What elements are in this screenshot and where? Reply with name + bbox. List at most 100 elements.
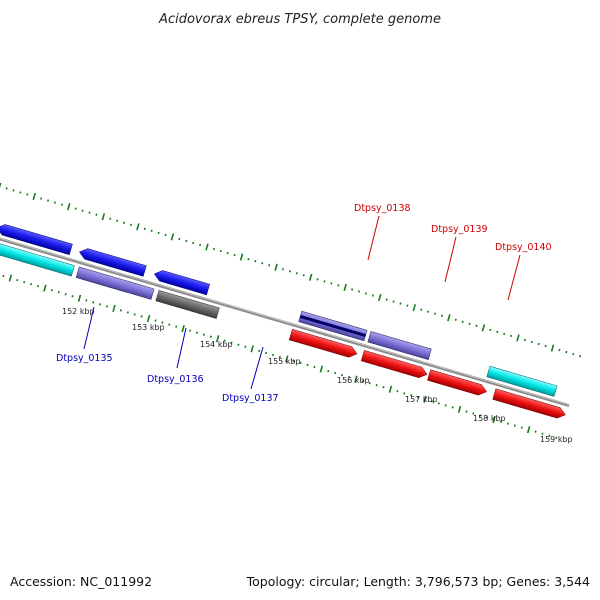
- outer-scale-tick: [316, 278, 319, 281]
- inner-scale-tick: [119, 309, 122, 312]
- leader-line-dtpsy-0136: [176, 327, 187, 369]
- inner-scale-tick: [520, 426, 523, 429]
- inner-scale-tick: [306, 363, 309, 367]
- inner-scale-tick: [140, 315, 143, 318]
- inner-scale-tick: [77, 294, 82, 302]
- outer-scale-tick: [461, 320, 464, 323]
- inner-scale-tick: [23, 280, 26, 284]
- outer-scale-tick: [192, 241, 195, 245]
- leader-line-dtpsy-0139: [444, 236, 457, 283]
- inner-scale-tick: [265, 351, 268, 355]
- outer-scale-tick: [440, 314, 443, 317]
- outer-scale-tick: [550, 344, 555, 352]
- feature-blue-2[interactable]: [0, 223, 73, 255]
- outer-scale-tick: [0, 182, 2, 190]
- outer-scale-tick: [116, 219, 119, 222]
- inner-scale-tick: [175, 325, 178, 328]
- feature-red-2[interactable]: [360, 350, 428, 379]
- scale-label-156: 156 kbp: [337, 376, 370, 385]
- inner-scale-tick: [146, 314, 151, 323]
- inner-scale-tick: [99, 303, 102, 306]
- feature-purple-1[interactable]: [75, 266, 155, 300]
- scale-label-158: 158 kbp: [473, 414, 506, 423]
- accession-text: Accession: NC_011992: [10, 574, 152, 589]
- gene-label-dtpsy-0136[interactable]: Dtpsy_0136: [147, 374, 204, 385]
- outer-scale-tick: [5, 187, 8, 190]
- map-title: Acidovorax ebreus TPSY, complete genome: [158, 12, 441, 27]
- outer-scale-tick: [60, 203, 63, 206]
- inner-scale-tick: [319, 365, 324, 373]
- backbone-highlight: [0, 213, 570, 406]
- outer-scale-tick: [475, 324, 478, 328]
- inner-scale-tick: [472, 412, 475, 415]
- inner-scale-tick: [278, 355, 281, 359]
- inner-scale-tick: [423, 395, 427, 403]
- inner-scale-tick: [410, 394, 413, 397]
- feature-red-4[interactable]: [492, 388, 567, 420]
- outer-scale-tick: [261, 262, 264, 265]
- outer-scale-tick: [433, 312, 437, 315]
- inner-scale-tick: [126, 311, 129, 314]
- outer-scale-tick: [523, 338, 526, 342]
- feature-darkgray-1[interactable]: [155, 289, 220, 319]
- outer-scale-tick: [19, 191, 22, 194]
- inner-scale-tick: [486, 416, 489, 419]
- inner-scale-tick: [215, 335, 220, 343]
- outer-scale-tick: [199, 243, 202, 247]
- inner-scale-tick: [57, 291, 60, 294]
- outer-scale-tick: [579, 354, 582, 358]
- gene-label-dtpsy-0138[interactable]: Dtpsy_0138: [354, 203, 411, 214]
- feature-blue-3[interactable]: [78, 247, 147, 277]
- inner-scale-tick: [50, 289, 53, 292]
- feature-red-3[interactable]: [427, 369, 488, 397]
- backbone-line: [0, 213, 570, 407]
- outer-scale-tick: [330, 282, 333, 285]
- outer-scale-tick: [516, 334, 520, 342]
- inner-scale-tick: [396, 390, 399, 393]
- inner-scale-tick: [43, 284, 47, 292]
- outer-scale-tick: [274, 263, 278, 271]
- inner-scale-tick: [354, 375, 358, 383]
- inner-scale-tick: [161, 321, 164, 324]
- gene-label-dtpsy-0135[interactable]: Dtpsy_0135: [56, 353, 113, 364]
- outer-scale-tick: [308, 273, 313, 281]
- inner-scale-tick: [388, 385, 393, 393]
- gene-label-dtpsy-0139[interactable]: Dtpsy_0139: [431, 224, 488, 235]
- feature-blue-4[interactable]: [153, 269, 210, 296]
- feature-cyan-1[interactable]: [0, 242, 75, 277]
- inner-scale-tick: [526, 426, 531, 434]
- feature-dtpsy-0139[interactable]: [367, 331, 432, 360]
- inner-scale-tick: [237, 343, 240, 346]
- outer-scale-tick: [371, 294, 374, 297]
- gene-label-dtpsy-0137[interactable]: Dtpsy_0137: [222, 393, 279, 404]
- outer-scale-tick: [178, 237, 181, 241]
- outer-scale-tick: [537, 342, 540, 346]
- feature-red-1[interactable]: [288, 328, 358, 359]
- gene-label-dtpsy-0140[interactable]: Dtpsy_0140: [495, 242, 552, 253]
- inner-scale-tick: [292, 359, 295, 363]
- inner-scale-tick: [361, 379, 364, 383]
- inner-scale-tick: [368, 381, 371, 385]
- inner-scale-tick: [499, 420, 503, 423]
- inner-scale-tick: [92, 301, 95, 304]
- outer-scale-tick: [101, 213, 106, 221]
- inner-scale-ticks: [2, 274, 558, 439]
- inner-scale-tick: [8, 274, 13, 282]
- outer-scale-tick: [295, 272, 298, 275]
- inner-scale-tick: [334, 371, 337, 375]
- inner-scale-tick: [513, 424, 516, 427]
- outer-scale-tick: [489, 328, 492, 332]
- inner-scale-tick: [36, 284, 40, 288]
- inner-scale-tick: [195, 331, 199, 334]
- outer-scale-tick: [143, 227, 146, 231]
- outer-scale-tick: [95, 213, 98, 216]
- scale-label-157: 157 kbp: [405, 395, 438, 404]
- inner-scale-tick: [244, 345, 247, 348]
- outer-scale-tick: [337, 284, 340, 287]
- inner-scale-tick: [30, 282, 33, 286]
- feature-cyan-2[interactable]: [486, 365, 558, 397]
- inner-scale-tick: [506, 422, 509, 425]
- outer-scale-tick: [392, 300, 395, 303]
